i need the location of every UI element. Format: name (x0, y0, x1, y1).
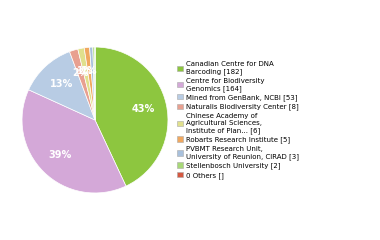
Wedge shape (78, 48, 95, 120)
Text: 13%: 13% (49, 79, 73, 89)
Text: 43%: 43% (132, 104, 155, 114)
Wedge shape (28, 52, 95, 120)
Legend: Canadian Centre for DNA
Barcoding [182], Centre for Biodiversity
Genomics [164],: Canadian Centre for DNA Barcoding [182],… (176, 61, 300, 179)
Wedge shape (90, 47, 95, 120)
Text: 2%: 2% (72, 68, 89, 78)
Text: 1%: 1% (77, 66, 94, 76)
Text: 39%: 39% (49, 150, 72, 160)
Wedge shape (95, 47, 168, 186)
Text: 1%: 1% (81, 66, 98, 76)
Wedge shape (70, 49, 95, 120)
Wedge shape (93, 47, 95, 120)
Wedge shape (84, 47, 95, 120)
Wedge shape (22, 90, 126, 193)
